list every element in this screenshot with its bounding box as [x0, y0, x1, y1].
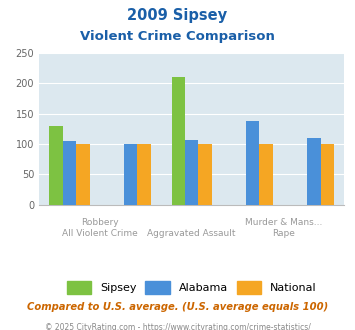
Bar [171, 77, 185, 205]
Bar [76, 144, 90, 205]
Text: © 2025 CityRating.com - https://www.cityrating.com/crime-statistics/: © 2025 CityRating.com - https://www.city… [45, 323, 310, 330]
Text: 2009 Sipsey: 2009 Sipsey [127, 8, 228, 23]
Bar [307, 138, 321, 205]
Text: Aggravated Assault: Aggravated Assault [147, 229, 236, 238]
Legend: Sipsey, Alabama, National: Sipsey, Alabama, National [62, 277, 321, 298]
Text: Violent Crime Comparison: Violent Crime Comparison [80, 30, 275, 43]
Text: Compared to U.S. average. (U.S. average equals 100): Compared to U.S. average. (U.S. average … [27, 302, 328, 312]
Bar [124, 144, 137, 205]
Bar [137, 144, 151, 205]
Text: All Violent Crime: All Violent Crime [62, 229, 138, 238]
Text: Robbery: Robbery [81, 218, 119, 227]
Bar [49, 126, 63, 205]
Text: Rape: Rape [272, 229, 295, 238]
Bar [185, 140, 198, 205]
Bar [260, 144, 273, 205]
Bar [321, 144, 334, 205]
Bar [63, 141, 76, 205]
Bar [198, 144, 212, 205]
Bar [246, 121, 260, 205]
Text: Murder & Mans...: Murder & Mans... [245, 218, 322, 227]
